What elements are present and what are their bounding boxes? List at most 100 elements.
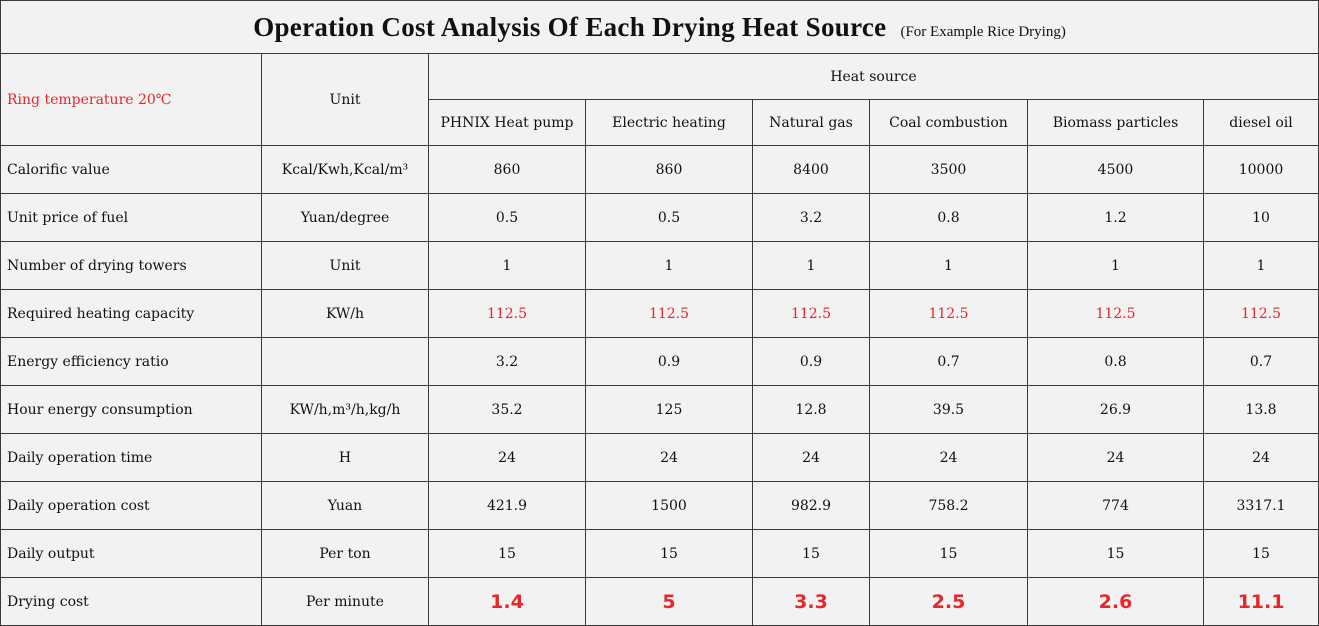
value-cell: 5 (585, 577, 753, 626)
value-cell: 3.2 (428, 337, 586, 386)
value-cell: 112.5 (1027, 289, 1204, 338)
title-subtitle: (For Example Rice Drying) (900, 23, 1066, 40)
value-cell: 125 (585, 385, 753, 434)
row-label: Unit price of fuel (0, 193, 262, 242)
table-title: Operation Cost Analysis Of Each Drying H… (0, 0, 1319, 54)
value-cell: 1 (585, 241, 753, 290)
value-cell: 774 (1027, 481, 1204, 530)
value-cell: 421.9 (428, 481, 586, 530)
heat-source-header: Heat source (427, 53, 1319, 100)
row-unit: Unit (261, 241, 429, 290)
row-unit: Yuan (261, 481, 429, 530)
row-label: Daily output (0, 529, 262, 578)
value-cell: 12.8 (752, 385, 870, 434)
value-cell: 24 (585, 433, 753, 482)
row-unit: H (261, 433, 429, 482)
value-cell: 15 (585, 529, 753, 578)
value-cell: 0.9 (752, 337, 870, 386)
value-cell: 758.2 (869, 481, 1028, 530)
row-unit (261, 337, 429, 386)
value-cell: 10 (1202, 193, 1319, 242)
row-unit: KW/h (261, 289, 429, 338)
value-cell: 1.4 (428, 577, 586, 626)
value-cell: 24 (752, 433, 870, 482)
value-cell: 860 (585, 145, 753, 194)
value-cell: 26.9 (1027, 385, 1204, 434)
value-cell: 2.5 (869, 577, 1028, 626)
value-cell: 0.7 (1202, 337, 1319, 386)
value-cell: 860 (428, 145, 586, 194)
table-row: Calorific value Kcal/Kwh,Kcal/m³ 860 860 840… (0, 145, 1319, 194)
table-row: Daily operation cost Yuan 421.9 1500 982.9 75… (0, 481, 1319, 530)
row-label: Hour energy consumption (0, 385, 262, 434)
value-cell: 112.5 (585, 289, 753, 338)
value-cell: 15 (1202, 529, 1319, 578)
value-cell: 3.2 (752, 193, 870, 242)
value-cell: 15 (1027, 529, 1204, 578)
row-label: Drying cost (0, 577, 262, 626)
value-cell: 15 (752, 529, 870, 578)
unit-header: Unit (261, 53, 429, 146)
row-unit: Per ton (261, 529, 429, 578)
value-cell: 0.5 (585, 193, 753, 242)
value-cell: 3500 (869, 145, 1028, 194)
row-unit: KW/h,m³/h,kg/h (261, 385, 429, 434)
value-cell: 1.2 (1027, 193, 1204, 242)
value-cell: 982.9 (752, 481, 870, 530)
value-cell: 15 (869, 529, 1028, 578)
value-cell: 35.2 (428, 385, 586, 434)
value-cell: 0.8 (1027, 337, 1204, 386)
value-cell: 13.8 (1202, 385, 1319, 434)
value-cell: 112.5 (869, 289, 1028, 338)
value-cell: 112.5 (428, 289, 586, 338)
value-cell: 1 (1202, 241, 1319, 290)
table-row: Energy efficiency ratio 3.2 0.9 0.9 0.7 0.8 0.… (0, 337, 1319, 386)
value-cell: 0.8 (869, 193, 1028, 242)
source-header-electric: Electric heating (585, 99, 753, 146)
value-cell: 3317.1 (1202, 481, 1319, 530)
table-row: Drying cost Per minute 1.4 5 3.3 2.5 2.6 11.1 (0, 577, 1319, 626)
source-header-biomass: Biomass particles (1027, 99, 1204, 146)
value-cell: 10000 (1202, 145, 1319, 194)
row-label: Number of drying towers (0, 241, 262, 290)
table-row: Number of drying towers Unit 1 1 1 1 1 1 (0, 241, 1319, 290)
table-row: Required heating capacity KW/h 112.5 112.5 1… (0, 289, 1319, 338)
source-header-diesel: diesel oil (1202, 99, 1319, 146)
value-cell: 24 (428, 433, 586, 482)
value-cell: 8400 (752, 145, 870, 194)
value-cell: 1 (869, 241, 1028, 290)
title-main: Operation Cost Analysis Of Each Drying H… (253, 11, 887, 42)
row-unit: Per minute (261, 577, 429, 626)
row-unit: Kcal/Kwh,Kcal/m³ (261, 145, 429, 194)
row-label: Daily operation time (0, 433, 262, 482)
value-cell: 24 (1202, 433, 1319, 482)
value-cell: 2.6 (1027, 577, 1204, 626)
value-cell: 0.9 (585, 337, 753, 386)
table-row: Hour energy consumption KW/h,m³/h,kg/h 35.… (0, 385, 1319, 434)
value-cell: 0.5 (428, 193, 586, 242)
source-header-heat-pump: PHNIX Heat pump (428, 99, 586, 146)
table-row: Daily output Per ton 15 15 15 15 15 15 (0, 529, 1319, 578)
value-cell: 1 (1027, 241, 1204, 290)
value-cell: 24 (1027, 433, 1204, 482)
value-cell: 39.5 (869, 385, 1028, 434)
value-cell: 24 (869, 433, 1028, 482)
table-body: Calorific value Kcal/Kwh,Kcal/m³ 860 860 840… (0, 145, 1319, 626)
value-cell: 3.3 (752, 577, 870, 626)
row-label: Calorific value (0, 145, 262, 194)
value-cell: 1 (752, 241, 870, 290)
row-unit: Yuan/degree (261, 193, 429, 242)
value-cell: 112.5 (1202, 289, 1319, 338)
source-header-natural-gas: Natural gas (752, 99, 870, 146)
table-row: Unit price of fuel Yuan/degree 0.5 0.5 3.2 0.… (0, 193, 1319, 242)
value-cell: 112.5 (752, 289, 870, 338)
row-label: Energy efficiency ratio (0, 337, 262, 386)
row-label: Required heating capacity (0, 289, 262, 338)
value-cell: 1 (428, 241, 586, 290)
value-cell: 0.7 (869, 337, 1028, 386)
table-row: Daily operation time H 24 24 24 24 24 24 (0, 433, 1319, 482)
value-cell: 11.1 (1202, 577, 1319, 626)
value-cell: 15 (428, 529, 586, 578)
